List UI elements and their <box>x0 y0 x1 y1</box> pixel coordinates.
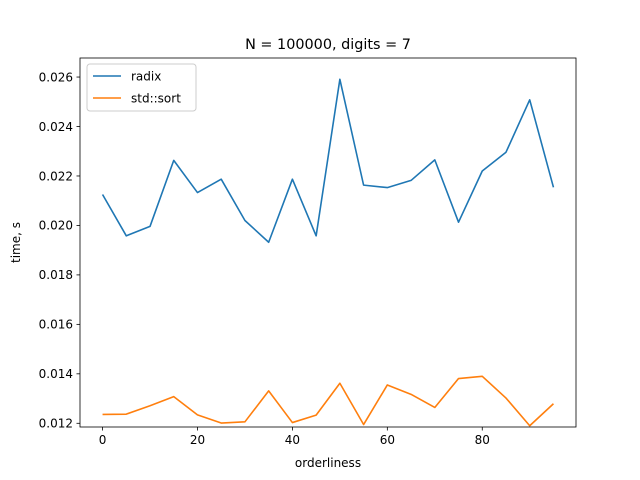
data-point-series-1-3 <box>173 396 175 398</box>
data-point-series-1-15 <box>458 378 460 380</box>
data-point-series-0-3 <box>173 160 175 162</box>
data-point-series-1-13 <box>410 394 412 396</box>
data-point-series-1-18 <box>529 425 531 427</box>
y-axis-label: time, s <box>9 222 23 263</box>
y-tick-label-4: 0.020 <box>39 219 73 233</box>
data-point-series-0-13 <box>410 180 412 182</box>
data-point-series-0-2 <box>149 226 151 228</box>
x-tick-label-0: 0 <box>99 433 107 447</box>
x-tick-label-1: 20 <box>190 433 205 447</box>
data-point-series-1-7 <box>268 390 270 392</box>
data-point-series-1-17 <box>505 397 507 399</box>
data-point-series-0-9 <box>315 235 317 237</box>
data-point-series-1-16 <box>481 375 483 377</box>
data-point-series-1-12 <box>387 384 389 386</box>
y-tick-label-6: 0.024 <box>39 120 73 134</box>
data-point-series-1-19 <box>553 403 555 405</box>
data-point-series-1-11 <box>363 424 365 426</box>
x-tick-label-2: 40 <box>285 433 300 447</box>
data-point-series-0-12 <box>387 187 389 189</box>
data-point-series-0-8 <box>292 178 294 180</box>
data-point-series-1-2 <box>149 405 151 407</box>
y-tick-label-7: 0.026 <box>39 70 73 84</box>
data-point-series-1-8 <box>292 422 294 424</box>
data-point-series-1-6 <box>244 421 246 423</box>
x-axis-label: orderliness <box>295 456 361 470</box>
chart-title: N = 100000, digits = 7 <box>245 37 411 53</box>
data-point-series-1-5 <box>220 422 222 424</box>
y-tick-label-0: 0.012 <box>39 417 73 431</box>
data-point-series-1-10 <box>339 382 341 384</box>
y-tick-label-5: 0.022 <box>39 169 73 183</box>
plot-area <box>101 78 555 427</box>
legend-label-0: radix <box>131 69 161 83</box>
data-point-series-0-7 <box>268 241 270 243</box>
data-point-series-0-19 <box>553 187 555 189</box>
axes-frame <box>79 57 577 428</box>
data-point-series-1-1 <box>125 413 127 415</box>
data-point-series-0-18 <box>529 99 531 101</box>
y-tick-label-3: 0.018 <box>39 268 73 282</box>
legend-label-1: std::sort <box>131 91 181 105</box>
data-point-series-0-14 <box>434 159 436 161</box>
data-point-series-1-9 <box>315 414 317 416</box>
data-point-series-0-11 <box>363 184 365 186</box>
data-point-series-1-14 <box>434 407 436 409</box>
data-point-series-0-4 <box>197 192 199 194</box>
x-tick-label-3: 60 <box>380 433 395 447</box>
x-tick-label-4: 80 <box>475 433 490 447</box>
data-point-series-1-4 <box>197 414 199 416</box>
x-axis: 0 20 40 60 80 <box>99 427 490 447</box>
data-point-series-0-16 <box>481 170 483 172</box>
data-point-series-0-17 <box>505 151 507 153</box>
data-point-series-0-0 <box>102 194 104 196</box>
y-tick-label-1: 0.014 <box>39 367 73 381</box>
data-point-series-1-0 <box>102 414 104 416</box>
series-line-0 <box>101 78 555 244</box>
data-point-series-0-10 <box>339 78 341 80</box>
data-point-series-0-5 <box>220 178 222 180</box>
series-line-1 <box>102 375 554 427</box>
data-point-series-0-1 <box>125 235 127 237</box>
data-point-series-0-15 <box>458 221 460 223</box>
data-point-series-0-6 <box>244 220 246 222</box>
y-tick-label-2: 0.016 <box>39 318 73 332</box>
y-axis: 0.012 0.014 0.016 0.018 0.020 0.022 0.024 0.026 <box>39 70 80 431</box>
